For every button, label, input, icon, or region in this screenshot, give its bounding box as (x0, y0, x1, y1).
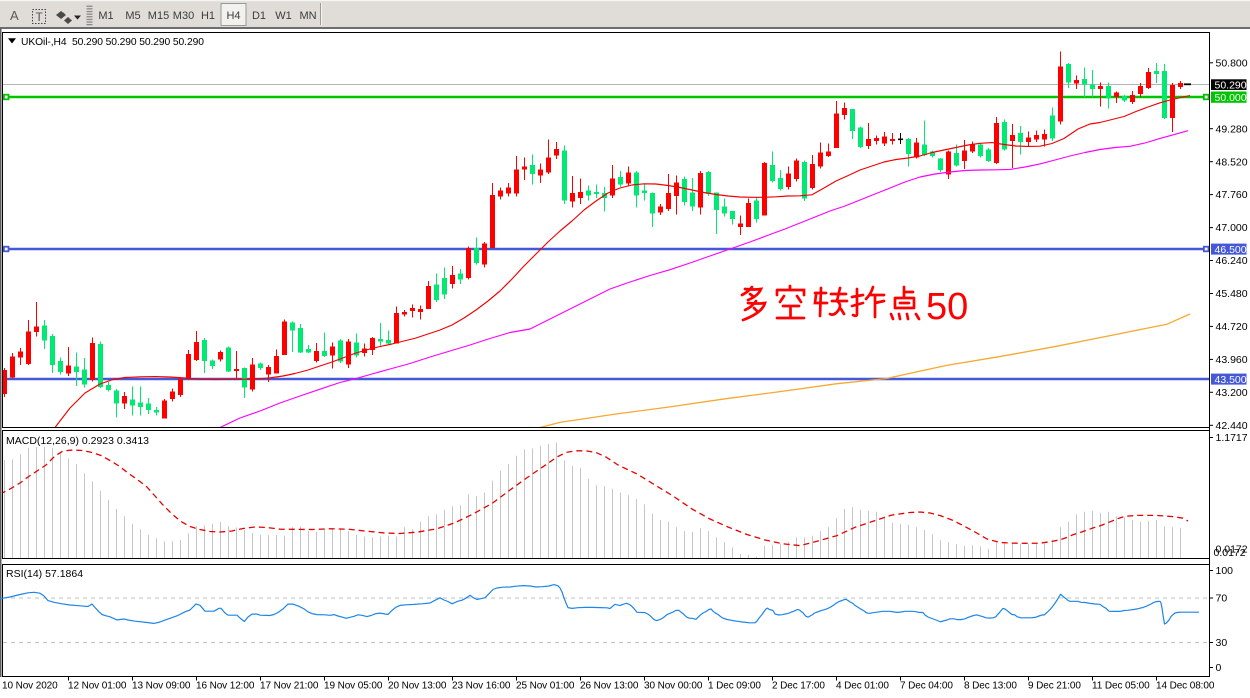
svg-text:43.200: 43.200 (1216, 387, 1248, 399)
svg-text:46.500: 46.500 (1215, 244, 1247, 256)
svg-text:43.500: 43.500 (1215, 374, 1247, 386)
svg-text:2 Dec 17:00: 2 Dec 17:00 (772, 681, 825, 692)
svg-text:A: A (10, 8, 19, 23)
svg-text:W1: W1 (275, 10, 292, 22)
svg-text:M1: M1 (98, 10, 113, 22)
svg-text:10 Nov 2020: 10 Nov 2020 (2, 681, 58, 692)
svg-text:8 Dec 13:00: 8 Dec 13:00 (964, 681, 1017, 692)
svg-text:UKOil-,H4 50.290 50.290 50.29: UKOil-,H4 50.290 50.290 50.290 50.290 (21, 37, 204, 48)
svg-text:42.440: 42.440 (1216, 420, 1248, 432)
svg-text:T: T (36, 10, 44, 24)
svg-text:0.0172: 0.0172 (1214, 547, 1246, 559)
svg-text:13 Nov 09:00: 13 Nov 09:00 (132, 681, 191, 692)
svg-text:48.520: 48.520 (1216, 156, 1248, 168)
svg-text:50.800: 50.800 (1216, 57, 1248, 69)
svg-text:1.1717: 1.1717 (1216, 432, 1248, 444)
svg-text:0.0172: 0.0172 (1216, 544, 1248, 556)
svg-text:H4: H4 (226, 10, 240, 22)
svg-text:50.290: 50.290 (1215, 80, 1247, 92)
svg-text:50.000: 50.000 (1215, 92, 1247, 104)
svg-text:70: 70 (1216, 593, 1228, 605)
svg-text:9 Dec 21:00: 9 Dec 21:00 (1028, 681, 1081, 692)
svg-text:25 Nov 01:00: 25 Nov 01:00 (516, 681, 575, 692)
svg-text:45.480: 45.480 (1216, 288, 1248, 300)
svg-text:19 Nov 05:00: 19 Nov 05:00 (324, 681, 383, 692)
svg-text:49.280: 49.280 (1216, 123, 1248, 135)
svg-text:RSI(14) 57.1864: RSI(14) 57.1864 (6, 568, 83, 580)
svg-text:MN: MN (299, 10, 316, 22)
svg-text:D1: D1 (252, 10, 266, 22)
svg-text:100: 100 (1216, 565, 1234, 577)
svg-text:20 Nov 13:00: 20 Nov 13:00 (388, 681, 447, 692)
svg-text:17 Nov 21:00: 17 Nov 21:00 (260, 681, 319, 692)
svg-text:4 Dec 01:00: 4 Dec 01:00 (836, 681, 889, 692)
svg-text:14 Dec 08:00: 14 Dec 08:00 (1156, 681, 1215, 692)
svg-text:47.760: 47.760 (1216, 189, 1248, 201)
svg-text:7 Dec 04:00: 7 Dec 04:00 (900, 681, 953, 692)
svg-text:M15: M15 (148, 10, 169, 22)
svg-text:16 Nov 12:00: 16 Nov 12:00 (196, 681, 255, 692)
svg-text:23 Nov 16:00: 23 Nov 16:00 (452, 681, 511, 692)
svg-text:M5: M5 (125, 10, 140, 22)
svg-text:44.720: 44.720 (1216, 321, 1248, 333)
svg-text:46.240: 46.240 (1216, 255, 1248, 267)
svg-text:M30: M30 (173, 10, 194, 22)
svg-text:30 Nov 00:00: 30 Nov 00:00 (644, 681, 703, 692)
svg-text:12 Nov 01:00: 12 Nov 01:00 (68, 681, 127, 692)
svg-text:MACD(12,26,9) 0.2923 0.3413: MACD(12,26,9) 0.2923 0.3413 (6, 435, 149, 447)
svg-text:43.960: 43.960 (1216, 354, 1248, 366)
svg-text:0: 0 (1216, 662, 1222, 674)
svg-text:50: 50 (926, 286, 968, 328)
svg-text:30: 30 (1216, 637, 1228, 649)
svg-text:H1: H1 (201, 10, 215, 22)
svg-text:26 Nov 13:00: 26 Nov 13:00 (580, 681, 639, 692)
svg-text:47.000: 47.000 (1216, 222, 1248, 234)
svg-text:11 Dec 05:00: 11 Dec 05:00 (1092, 681, 1150, 692)
svg-text:1 Dec 09:00: 1 Dec 09:00 (708, 681, 761, 692)
